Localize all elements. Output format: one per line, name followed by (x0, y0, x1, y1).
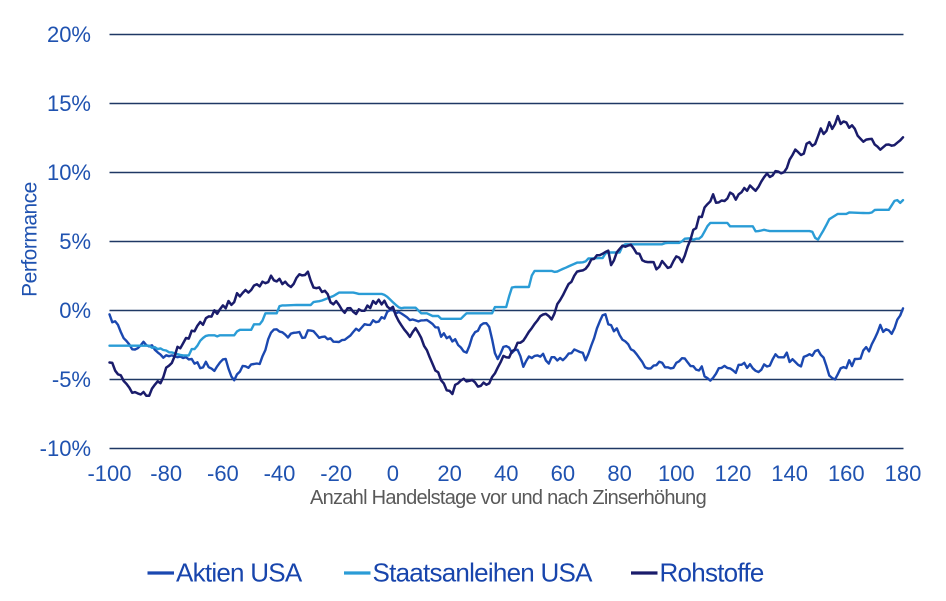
svg-text:40: 40 (494, 461, 518, 486)
svg-text:-20: -20 (320, 461, 352, 486)
svg-text:-100: -100 (87, 461, 131, 486)
svg-text:Rohstoffe: Rohstoffe (660, 558, 764, 588)
svg-text:10%: 10% (47, 160, 91, 185)
svg-text:160: 160 (828, 461, 865, 486)
svg-text:-80: -80 (150, 461, 182, 486)
svg-text:140: 140 (771, 461, 808, 486)
svg-text:0%: 0% (59, 298, 91, 323)
svg-text:-60: -60 (207, 461, 239, 486)
svg-text:-10%: -10% (40, 436, 91, 461)
svg-text:Staatsanleihen USA: Staatsanleihen USA (373, 558, 594, 588)
svg-text:-5%: -5% (52, 367, 91, 392)
svg-text:0: 0 (387, 461, 399, 486)
svg-text:100: 100 (658, 461, 695, 486)
svg-text:20: 20 (437, 461, 461, 486)
svg-text:60: 60 (551, 461, 575, 486)
svg-text:120: 120 (715, 461, 752, 486)
svg-text:80: 80 (607, 461, 631, 486)
svg-text:Performance: Performance (19, 182, 42, 297)
svg-text:15%: 15% (47, 91, 91, 116)
svg-text:5%: 5% (59, 229, 91, 254)
svg-text:Aktien USA: Aktien USA (176, 558, 303, 588)
svg-text:Anzahl Handelstage vor und nac: Anzahl Handelstage vor und nach Zinserhö… (310, 487, 706, 509)
svg-text:-40: -40 (264, 461, 296, 486)
svg-text:20%: 20% (47, 22, 91, 47)
svg-text:180: 180 (885, 461, 922, 486)
